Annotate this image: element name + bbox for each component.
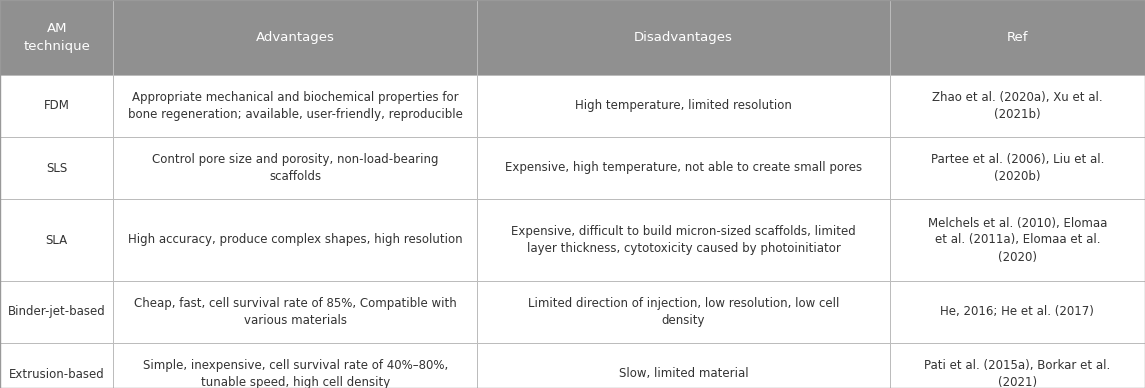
Bar (890, 281, 1145, 343)
Bar (0, 281, 113, 343)
Bar (0, 0, 113, 75)
Bar (890, 137, 1145, 199)
Bar (477, 75, 890, 137)
Text: High accuracy, produce complex shapes, high resolution: High accuracy, produce complex shapes, h… (128, 234, 463, 246)
Text: Simple, inexpensive, cell survival rate of 40%–80%,
tunable speed, high cell den: Simple, inexpensive, cell survival rate … (143, 359, 448, 388)
Text: Expensive, difficult to build micron-sized scaffolds, limited
layer thickness, c: Expensive, difficult to build micron-siz… (511, 225, 856, 255)
Bar (113, 137, 477, 199)
Bar (113, 75, 477, 137)
Bar (0, 199, 113, 281)
Text: Binder-jet-based: Binder-jet-based (8, 305, 105, 319)
Text: SLS: SLS (46, 161, 68, 175)
Bar (113, 343, 477, 388)
Text: Cheap, fast, cell survival rate of 85%, Compatible with
various materials: Cheap, fast, cell survival rate of 85%, … (134, 297, 457, 327)
Text: Limited direction of injection, low resolution, low cell
density: Limited direction of injection, low reso… (528, 297, 839, 327)
Text: FDM: FDM (44, 99, 70, 113)
Text: High temperature, limited resolution: High temperature, limited resolution (575, 99, 792, 113)
Bar (477, 137, 890, 199)
Text: SLA: SLA (46, 234, 68, 246)
Bar (0, 137, 113, 199)
Bar (890, 343, 1145, 388)
Bar (0, 343, 113, 388)
Bar (113, 281, 477, 343)
Bar (890, 0, 1145, 75)
Text: Slow, limited material: Slow, limited material (618, 367, 749, 381)
Bar (477, 199, 890, 281)
Text: AM
technique: AM technique (23, 22, 90, 53)
Text: Zhao et al. (2020a), Xu et al.
(2021b): Zhao et al. (2020a), Xu et al. (2021b) (932, 91, 1103, 121)
Bar (0, 75, 113, 137)
Text: Partee et al. (2006), Liu et al.
(2020b): Partee et al. (2006), Liu et al. (2020b) (931, 153, 1104, 183)
Bar (477, 281, 890, 343)
Text: Melchels et al. (2010), Elomaa
et al. (2011a), Elomaa et al.
(2020): Melchels et al. (2010), Elomaa et al. (2… (927, 217, 1107, 263)
Text: Ref: Ref (1006, 31, 1028, 44)
Bar (113, 0, 477, 75)
Bar (890, 75, 1145, 137)
Bar (113, 199, 477, 281)
Bar (890, 199, 1145, 281)
Text: Extrusion-based: Extrusion-based (9, 367, 104, 381)
Text: Advantages: Advantages (256, 31, 334, 44)
Text: Pati et al. (2015a), Borkar et al.
(2021): Pati et al. (2015a), Borkar et al. (2021… (924, 359, 1111, 388)
Text: Control pore size and porosity, non-load-bearing
scaffolds: Control pore size and porosity, non-load… (152, 153, 439, 183)
Bar (477, 0, 890, 75)
Text: Appropriate mechanical and biochemical properties for
bone regeneration; availab: Appropriate mechanical and biochemical p… (128, 91, 463, 121)
Text: Expensive, high temperature, not able to create small pores: Expensive, high temperature, not able to… (505, 161, 862, 175)
Text: Disadvantages: Disadvantages (634, 31, 733, 44)
Text: He, 2016; He et al. (2017): He, 2016; He et al. (2017) (940, 305, 1095, 319)
Bar (477, 343, 890, 388)
